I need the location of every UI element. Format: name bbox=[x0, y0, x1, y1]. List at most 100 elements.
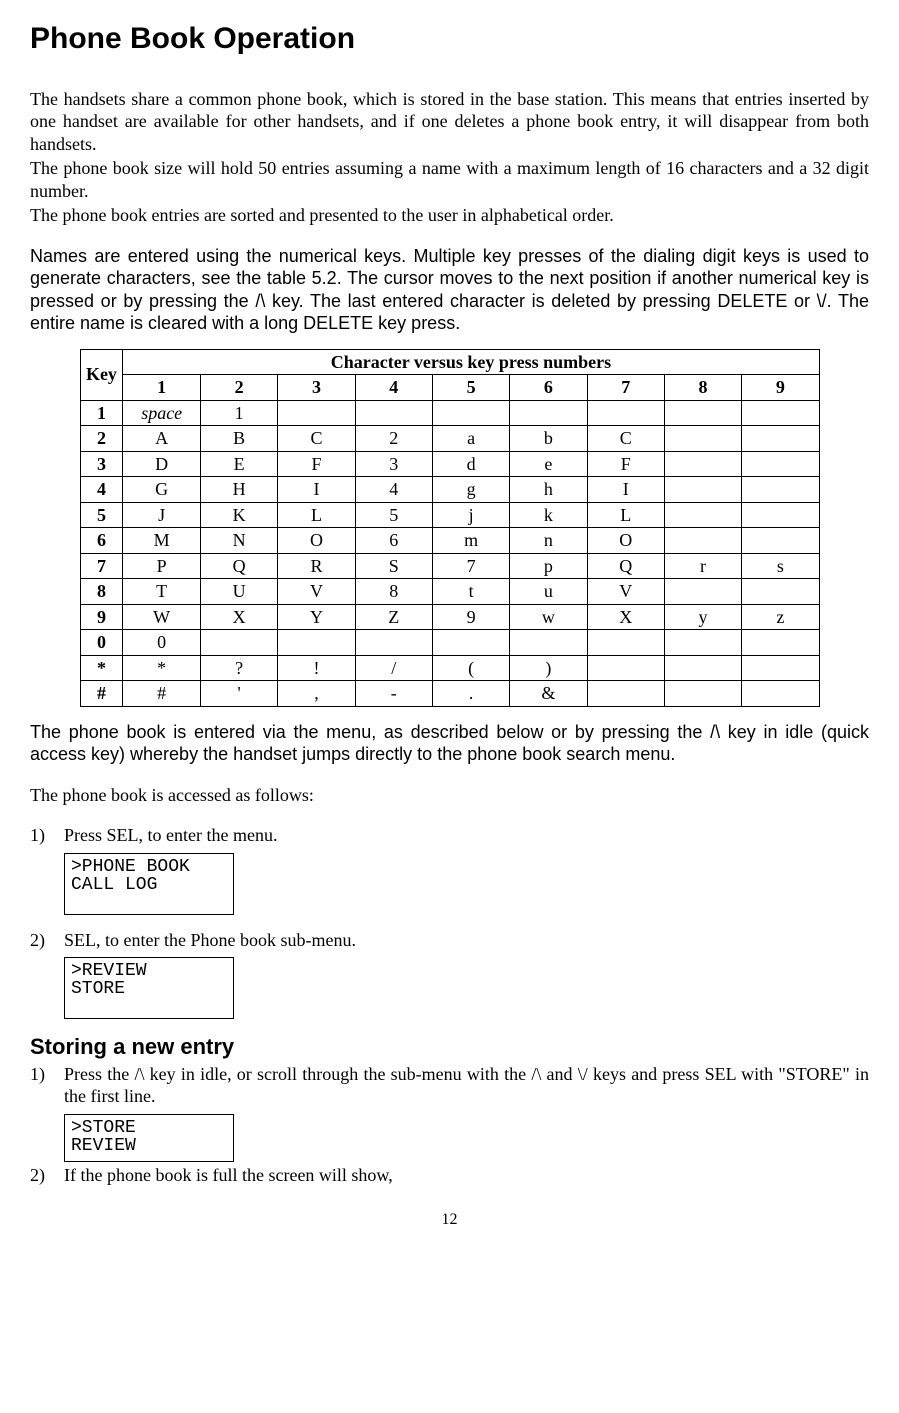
lcd-line: REVIEW bbox=[71, 1137, 227, 1155]
step-number: 2) bbox=[30, 1164, 64, 1187]
character-table: Key Character versus key press numbers 1… bbox=[80, 349, 820, 707]
table-cell: F bbox=[278, 451, 355, 477]
table-key-cell: * bbox=[80, 655, 123, 681]
table-cell bbox=[664, 400, 741, 426]
table-key-cell: # bbox=[80, 681, 123, 707]
table-cell: C bbox=[278, 426, 355, 452]
table-cell bbox=[664, 681, 741, 707]
table-cell: n bbox=[510, 528, 587, 554]
step-number: 1) bbox=[30, 824, 64, 847]
table-cell: R bbox=[278, 553, 355, 579]
table-cell bbox=[664, 502, 741, 528]
table-cell bbox=[510, 400, 587, 426]
table-cell bbox=[432, 400, 509, 426]
table-cell bbox=[742, 655, 819, 681]
lcd-line: CALL LOG bbox=[71, 876, 227, 894]
table-cell: N bbox=[200, 528, 277, 554]
table-cell bbox=[664, 426, 741, 452]
step-number: 1) bbox=[30, 1063, 64, 1108]
table-cell: S bbox=[355, 553, 432, 579]
step-text: If the phone book is full the screen wil… bbox=[64, 1164, 869, 1187]
table-cell bbox=[742, 400, 819, 426]
table-cell: X bbox=[587, 604, 664, 630]
table-cell: m bbox=[432, 528, 509, 554]
table-cell: I bbox=[587, 477, 664, 503]
table-cell bbox=[355, 400, 432, 426]
step-text: Press the /\ key in idle, or scroll thro… bbox=[64, 1063, 869, 1108]
table-cell: Z bbox=[355, 604, 432, 630]
table-cell: ( bbox=[432, 655, 509, 681]
table-cell bbox=[664, 655, 741, 681]
table-cell: p bbox=[510, 553, 587, 579]
table-header-key: Key bbox=[80, 349, 123, 400]
table-row: **?!/() bbox=[80, 655, 819, 681]
table-cell bbox=[278, 400, 355, 426]
table-cell: - bbox=[355, 681, 432, 707]
step-item: 2)If the phone book is full the screen w… bbox=[30, 1164, 869, 1187]
table-cell: space bbox=[123, 400, 201, 426]
table-cell: B bbox=[200, 426, 277, 452]
table-cell: y bbox=[664, 604, 741, 630]
table-row: 7PQRS7pQrs bbox=[80, 553, 819, 579]
table-key-cell: 8 bbox=[80, 579, 123, 605]
lcd-line: >REVIEW bbox=[71, 962, 227, 980]
table-cell: 5 bbox=[355, 502, 432, 528]
table-key-cell: 6 bbox=[80, 528, 123, 554]
table-cell bbox=[587, 630, 664, 656]
intro-paragraph-1: The handsets share a common phone book, … bbox=[30, 88, 869, 156]
table-cell: G bbox=[123, 477, 201, 503]
table-cell: r bbox=[664, 553, 741, 579]
table-cell: V bbox=[278, 579, 355, 605]
table-cell bbox=[742, 426, 819, 452]
lcd-screen: >PHONE BOOK CALL LOG bbox=[64, 853, 234, 915]
table-cell: & bbox=[510, 681, 587, 707]
table-cell: # bbox=[123, 681, 201, 707]
table-cell: V bbox=[587, 579, 664, 605]
table-cell: h bbox=[510, 477, 587, 503]
table-cell: 1 bbox=[200, 400, 277, 426]
lcd-screen: >REVIEW STORE bbox=[64, 957, 234, 1019]
table-cell bbox=[664, 451, 741, 477]
step-text: Press SEL, to enter the menu. bbox=[64, 824, 869, 847]
table-cell: j bbox=[432, 502, 509, 528]
table-cell bbox=[587, 681, 664, 707]
table-cell: D bbox=[123, 451, 201, 477]
table-cell: W bbox=[123, 604, 201, 630]
table-key-cell: 2 bbox=[80, 426, 123, 452]
table-cell: 6 bbox=[355, 528, 432, 554]
table-key-cell: 9 bbox=[80, 604, 123, 630]
step-number: 2) bbox=[30, 929, 64, 952]
lcd-line: >PHONE BOOK bbox=[71, 858, 227, 876]
table-cell bbox=[742, 528, 819, 554]
step-text: SEL, to enter the Phone book sub-menu. bbox=[64, 929, 869, 952]
table-row: ##',-.& bbox=[80, 681, 819, 707]
table-cell: U bbox=[200, 579, 277, 605]
table-cell bbox=[278, 630, 355, 656]
table-cell: A bbox=[123, 426, 201, 452]
table-cell: a bbox=[432, 426, 509, 452]
table-cell: O bbox=[587, 528, 664, 554]
table-cell: * bbox=[123, 655, 201, 681]
table-cell: J bbox=[123, 502, 201, 528]
intro-paragraph-3: The phone book entries are sorted and pr… bbox=[30, 204, 869, 227]
table-cell: ! bbox=[278, 655, 355, 681]
table-cell: z bbox=[742, 604, 819, 630]
table-cell: E bbox=[200, 451, 277, 477]
table-cell: 7 bbox=[432, 553, 509, 579]
table-cell bbox=[742, 477, 819, 503]
table-key-cell: 1 bbox=[80, 400, 123, 426]
table-cell bbox=[664, 630, 741, 656]
table-cell: d bbox=[432, 451, 509, 477]
section-storing-title: Storing a new entry bbox=[30, 1033, 869, 1061]
table-cell: L bbox=[587, 502, 664, 528]
table-cell: ' bbox=[200, 681, 277, 707]
step-item: 1)Press SEL, to enter the menu. bbox=[30, 824, 869, 847]
page-number: 12 bbox=[30, 1210, 869, 1230]
table-cell: Q bbox=[587, 553, 664, 579]
table-cell: P bbox=[123, 553, 201, 579]
storing-steps-list: 1)Press the /\ key in idle, or scroll th… bbox=[30, 1063, 869, 1187]
table-row: 4GHI4ghI bbox=[80, 477, 819, 503]
table-cell: L bbox=[278, 502, 355, 528]
table-cell: 0 bbox=[123, 630, 201, 656]
table-cell bbox=[664, 528, 741, 554]
